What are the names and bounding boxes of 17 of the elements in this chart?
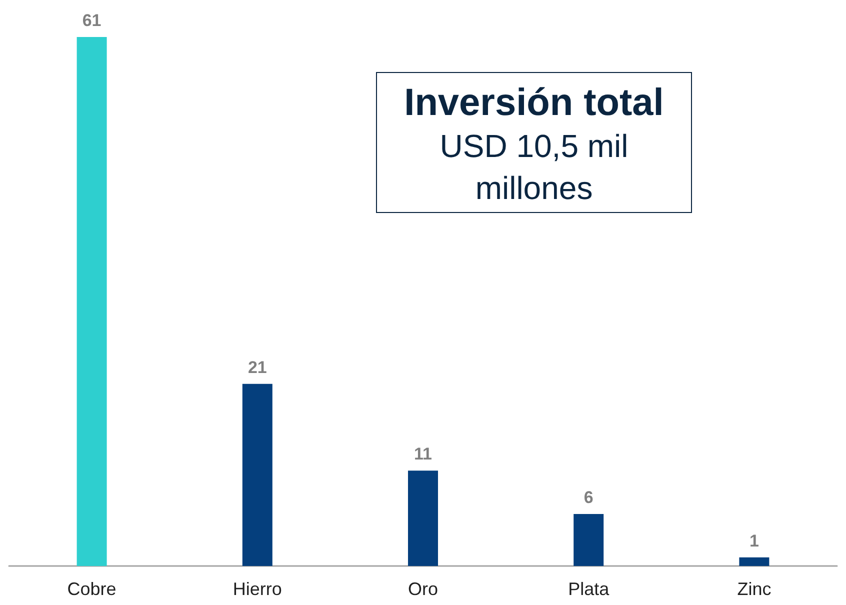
data-label: 61 — [82, 11, 102, 30]
annotation: USD 10,5 mil millones — [438, 127, 630, 208]
x-tick-label: Plata — [568, 579, 610, 599]
x-tick-label: Oro — [408, 579, 438, 599]
data-label: 6 — [584, 488, 594, 507]
x-tick-label: Hierro — [232, 579, 282, 599]
data-label: 11 — [414, 444, 432, 464]
bar — [739, 557, 770, 566]
bar — [408, 470, 438, 566]
bar — [242, 384, 272, 566]
x-tick-label: Cobre — [67, 579, 116, 599]
bar — [574, 514, 604, 566]
annotation: Inversión total — [403, 81, 665, 125]
bar — [76, 37, 107, 566]
data-label: 21 — [248, 358, 267, 377]
data-label: 1 — [749, 531, 759, 550]
x-tick-label: Zinc — [737, 579, 772, 599]
